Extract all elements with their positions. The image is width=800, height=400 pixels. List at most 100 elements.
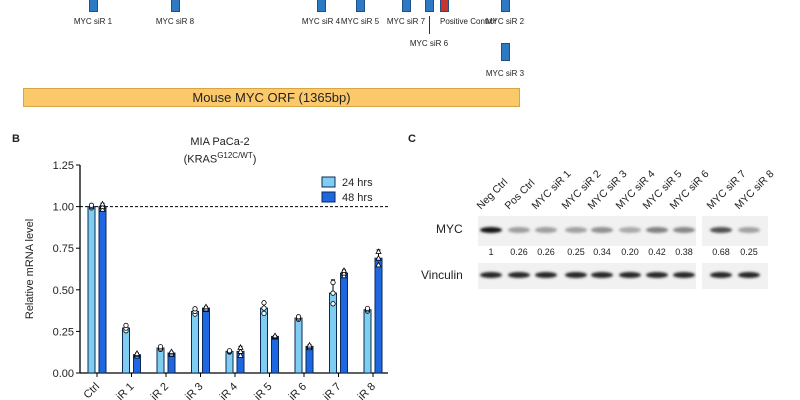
x-tick-label: iR 5 <box>252 381 274 400</box>
data-point <box>237 344 244 350</box>
sirna-site-marker <box>317 0 326 12</box>
x-tick-label: iR 2 <box>149 381 171 400</box>
sirna-site-marker <box>89 0 98 12</box>
sirna-label: MYC siR 7 <box>386 17 426 26</box>
vinculin-band <box>565 272 587 278</box>
quantification-value: 1 <box>488 247 494 257</box>
y-axis-label: Relative mRNA level <box>24 219 36 319</box>
data-point <box>99 205 106 212</box>
myc-band <box>591 227 613 233</box>
bar-24h <box>87 206 96 374</box>
myc-band <box>619 227 641 233</box>
data-point <box>330 290 336 296</box>
data-point <box>330 301 336 307</box>
data-point <box>375 248 382 254</box>
sirna-6-leader-line <box>429 16 430 34</box>
bar-24h <box>122 327 130 374</box>
sirna-label: MYC siR 1 <box>73 17 113 26</box>
y-tick-label: 0.00 <box>53 368 74 380</box>
data-point <box>237 352 244 358</box>
myc-band <box>535 227 557 233</box>
orf-bar: Mouse MYC ORF (1365bp) <box>23 88 520 107</box>
vinculin-band <box>591 272 613 278</box>
data-point <box>340 269 348 276</box>
bar-48h <box>305 345 314 374</box>
bar-24h <box>260 307 268 374</box>
data-point <box>340 272 348 279</box>
y-tick-label: 1.25 <box>53 160 74 172</box>
data-point <box>192 306 198 312</box>
sirna-site-marker <box>440 0 449 12</box>
data-point <box>261 300 267 306</box>
sirna-label: MYC siR 2 <box>485 17 525 26</box>
bar-24h <box>363 309 372 374</box>
sirna-label: MYC siR 5 <box>340 17 380 26</box>
y-tick-label: 0.50 <box>53 285 74 297</box>
y-tick-label: 0.75 <box>53 243 74 255</box>
myc-band <box>710 227 732 233</box>
data-point <box>261 305 267 311</box>
data-point <box>133 350 141 356</box>
data-point <box>340 267 348 273</box>
quantification-value: 0.26 <box>510 247 528 257</box>
myc-band <box>646 227 668 233</box>
sirna-site-marker <box>402 0 411 12</box>
vinculin-band <box>738 272 760 278</box>
legend-swatch <box>321 191 336 203</box>
vinculin-band <box>673 272 695 278</box>
data-point <box>237 348 244 354</box>
x-tick-label: iR 1 <box>114 381 136 400</box>
data-point <box>226 348 233 354</box>
data-point <box>123 322 129 329</box>
legend-swatch <box>321 176 336 188</box>
panel-c-label: C <box>408 133 416 145</box>
bar-24h <box>191 310 199 374</box>
x-tick-label: iR 6 <box>287 381 309 400</box>
chart-title: MIA PaCa-2 (KRASG12C/WT) <box>155 136 285 167</box>
bar-48h <box>202 307 210 374</box>
quantification-value: 0.38 <box>675 247 693 257</box>
myc-band <box>673 227 695 233</box>
vinculin-row-label: Vinculin <box>421 268 463 282</box>
data-point <box>295 314 302 320</box>
y-tick-label: 1.00 <box>53 202 74 214</box>
sirna-site-marker <box>501 43 510 61</box>
data-point <box>157 344 164 350</box>
data-point <box>261 310 267 317</box>
x-tick-label: Ctrl <box>82 381 103 400</box>
bar-chart: 0.00 0.25 0.50 0.75 1.00 1.25 Relative mRNA le… <box>24 160 388 400</box>
quantification-value: 0.42 <box>648 247 666 257</box>
data-point <box>330 279 336 286</box>
vinculin-band <box>646 272 668 278</box>
bar-48h <box>271 335 279 374</box>
vinculin-band <box>710 272 732 278</box>
myc-band <box>508 227 530 233</box>
sirna-label: MYC siR 6 <box>409 39 449 48</box>
data-point <box>168 348 175 355</box>
quantification-value: 0.34 <box>593 247 611 257</box>
x-tick-label: iR 7 <box>321 381 343 400</box>
x-tick-label: iR 3 <box>183 381 205 400</box>
data-point <box>271 332 279 339</box>
quantification-value: 0.25 <box>740 247 758 257</box>
myc-band <box>480 227 502 233</box>
data-point <box>375 254 382 261</box>
sirna-site-marker <box>501 0 510 12</box>
bar-48h <box>98 206 107 374</box>
sirna-site-marker <box>356 0 365 12</box>
myc-row-label: MYC <box>436 222 463 236</box>
x-tick-label: iR 8 <box>356 381 378 400</box>
bar-48h <box>340 272 348 374</box>
quantification-value: 0.25 <box>567 247 585 257</box>
data-point <box>202 303 210 310</box>
data-point <box>364 305 371 312</box>
data-point <box>306 341 313 348</box>
bar-48h <box>374 257 383 374</box>
data-point <box>88 202 95 208</box>
vinculin-band <box>619 272 641 278</box>
sirna-label: Positive Control <box>439 17 497 26</box>
data-point <box>99 203 106 209</box>
vinculin-band <box>535 272 557 278</box>
y-tick-label: 0.25 <box>53 326 74 338</box>
chart-subtitle: (KRASG12C/WT) <box>183 151 257 166</box>
